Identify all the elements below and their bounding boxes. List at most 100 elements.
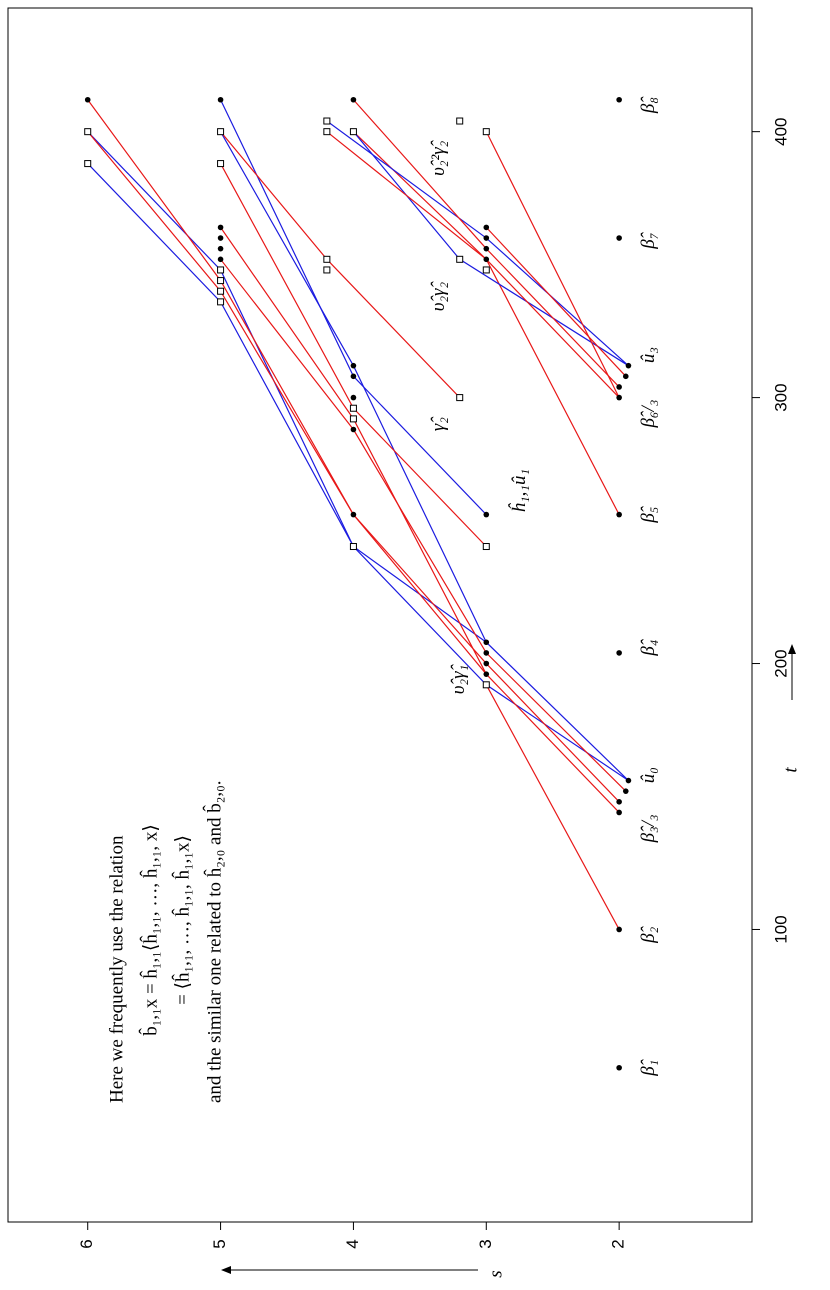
class-dot	[483, 235, 490, 241]
differential-line	[87, 131, 620, 813]
class-square	[84, 128, 92, 136]
note-line: Here we frequently use the relation	[106, 835, 127, 1103]
class-square	[482, 543, 490, 551]
class-dot	[622, 788, 629, 794]
x-axis-label: t	[780, 767, 801, 773]
class-square	[323, 117, 331, 125]
class-square	[323, 255, 331, 263]
class-dot	[217, 256, 224, 263]
note-line: and the similar one related to ĥ₂,₀ and …	[203, 781, 225, 1104]
class-square	[323, 128, 331, 136]
element-label: û₀	[638, 767, 659, 783]
class-dot	[483, 224, 490, 231]
differential-line	[352, 99, 620, 388]
differential-line	[353, 131, 620, 515]
class-dot	[616, 511, 622, 518]
element-label: β̂₆/₃	[638, 400, 659, 429]
element-label: β̂₇	[638, 231, 659, 249]
class-dot	[616, 799, 622, 805]
differential-line	[326, 120, 629, 367]
class-dot	[483, 256, 490, 263]
class-dot	[483, 671, 490, 677]
x-tick-label: 300	[771, 383, 790, 411]
class-dot	[483, 245, 490, 252]
class-square	[349, 404, 357, 412]
differential-line	[87, 163, 629, 781]
y-tick-label: 2	[609, 1239, 628, 1248]
element-label: υ̂₂γ̂₁	[448, 663, 469, 694]
class-dot	[217, 224, 224, 231]
y-tick-label: 3	[476, 1239, 495, 1248]
element-label: β̂₅	[638, 505, 659, 523]
class-square	[84, 160, 92, 168]
class-dot	[616, 235, 622, 241]
differential-line	[87, 99, 620, 803]
differential-line	[485, 226, 627, 377]
class-dot	[616, 394, 622, 401]
class-square	[217, 277, 225, 285]
x-tick-label: 100	[771, 915, 790, 943]
element-label: β̂₄	[638, 638, 659, 656]
frame	[7, 7, 753, 1223]
class-dot	[616, 96, 622, 103]
class-dot	[84, 96, 91, 103]
x-tick-label: 400	[771, 117, 790, 145]
differential-line	[220, 131, 461, 399]
differential-line	[485, 684, 620, 930]
element-label: β̂₈	[638, 96, 659, 114]
class-square	[349, 543, 357, 551]
class-dot	[350, 362, 357, 369]
differential-line	[485, 131, 620, 398]
class-dot	[350, 511, 357, 518]
class-dot	[350, 373, 357, 380]
class-square	[217, 287, 225, 295]
class-dot	[625, 362, 632, 369]
y-tick-label: 4	[343, 1239, 362, 1248]
class-square	[217, 266, 225, 274]
element-label: β̂₃/₃	[638, 814, 659, 843]
class-square	[217, 128, 225, 136]
class-dot	[616, 926, 622, 933]
class-square	[217, 298, 225, 306]
class-dot	[483, 511, 490, 518]
class-square	[456, 394, 464, 402]
class-dot	[217, 96, 224, 103]
differential-line	[326, 131, 620, 399]
element-label: û₃	[638, 347, 659, 363]
y-tick-label: 5	[210, 1239, 229, 1248]
class-dot	[616, 650, 622, 656]
class-dot	[217, 235, 224, 241]
class-square	[482, 266, 490, 274]
class-dot	[622, 373, 629, 380]
y-tick-label: 6	[77, 1239, 96, 1248]
class-square	[323, 266, 331, 274]
class-dot	[217, 245, 224, 252]
element-label: ĥ₁,₁û₁	[508, 469, 530, 513]
class-square	[349, 415, 357, 423]
element-label: γ̂₂	[428, 416, 449, 431]
class-square	[456, 117, 464, 125]
y-axis-label: s	[485, 1270, 506, 1277]
class-dot	[616, 384, 622, 390]
class-dot	[483, 660, 490, 667]
element-label: υ̂₂²γ̂₂	[428, 139, 449, 176]
class-square	[349, 128, 357, 136]
note-line: b̂₁,₁x = ĥ₁,₁⟨ĥ₁,₁, …, ĥ₁,₁, x⟩	[139, 824, 161, 1036]
note-line: = ⟨ĥ₁,₁, …, ĥ₁,₁, ĥ₁,₁x⟩	[171, 835, 193, 1005]
element-label: υ̂₂γ̂₂	[428, 280, 449, 311]
class-dot	[350, 426, 357, 433]
class-dot	[483, 650, 490, 656]
class-dot	[350, 96, 357, 103]
class-square	[482, 681, 490, 689]
class-dot	[625, 777, 632, 784]
differential-line	[220, 258, 627, 792]
class-dot	[483, 639, 490, 646]
class-dot	[616, 809, 622, 816]
class-square	[217, 160, 225, 168]
rotated-plot: Here we frequently use the relation b̂₁,…	[7, 7, 801, 1278]
element-label: β̂₁	[638, 1058, 659, 1076]
class-square	[482, 128, 490, 136]
class-dot	[350, 394, 357, 401]
class-square	[456, 255, 464, 263]
